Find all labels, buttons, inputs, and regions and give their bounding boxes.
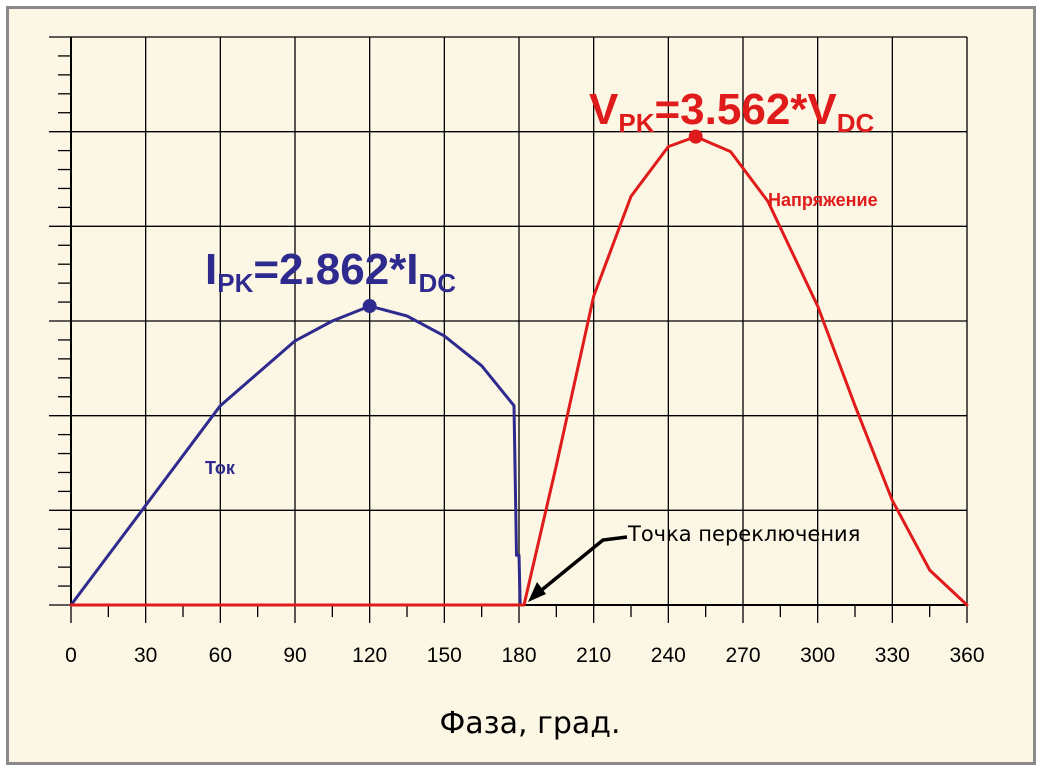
x-axis-title: Фаза, град.: [439, 706, 620, 741]
x-tick-label: 60: [209, 644, 232, 667]
series-label-current: Ток: [205, 458, 236, 478]
x-tick-label: 180: [501, 644, 536, 667]
peak-label-voltage: VPK=3.562*VDC: [589, 85, 875, 138]
x-tick-labels: 0 30 60 90 120 150 180 210 240 270 300 330 360: [65, 644, 984, 667]
minor-ticks: [49, 36, 968, 623]
peak-label-current: IPK=2.862*IDC: [205, 245, 456, 298]
peak-marker-current: [362, 299, 377, 314]
x-tick-label: 270: [725, 644, 760, 667]
peak-marker-voltage: [688, 129, 703, 144]
series-label-voltage: Напряжение: [768, 190, 878, 210]
x-tick-label: 120: [352, 644, 387, 667]
x-tick-label: 210: [576, 644, 611, 667]
x-tick-label: 300: [800, 644, 835, 667]
x-tick-label: 30: [134, 644, 157, 667]
x-tick-label: 150: [427, 644, 462, 667]
x-tick-label: 0: [65, 644, 77, 667]
x-tick-label: 360: [949, 644, 984, 667]
x-tick-label: 330: [875, 644, 910, 667]
switching-point-label: Точка переключения: [627, 522, 860, 546]
switching-point-arrow: [536, 535, 628, 595]
x-tick-label: 240: [651, 644, 686, 667]
chart-frame: [6, 6, 1036, 765]
x-tick-label: 90: [283, 644, 306, 667]
peak-markers: [362, 129, 703, 314]
arrow-head-icon: [528, 582, 546, 602]
series-line-current: [69, 304, 522, 607]
